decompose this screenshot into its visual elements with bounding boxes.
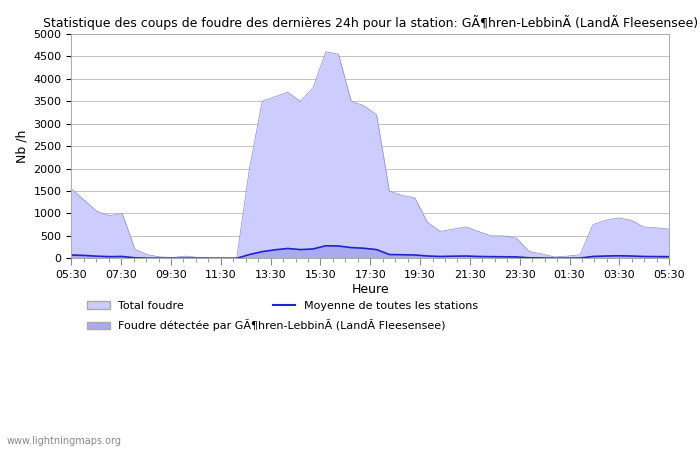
Legend: Foudre détectée par GÃ¶hren-LebbinÃ (LandÃ Fleesensee): Foudre détectée par GÃ¶hren-LebbinÃ (Lan… [83,315,450,336]
Text: www.lightningmaps.org: www.lightningmaps.org [7,436,122,446]
X-axis label: Heure: Heure [351,283,389,296]
Title: Statistique des coups de foudre des dernières 24h pour la station: GÃ¶hren-Lebbi: Statistique des coups de foudre des dern… [43,15,698,30]
Y-axis label: Nb /h: Nb /h [15,130,28,163]
